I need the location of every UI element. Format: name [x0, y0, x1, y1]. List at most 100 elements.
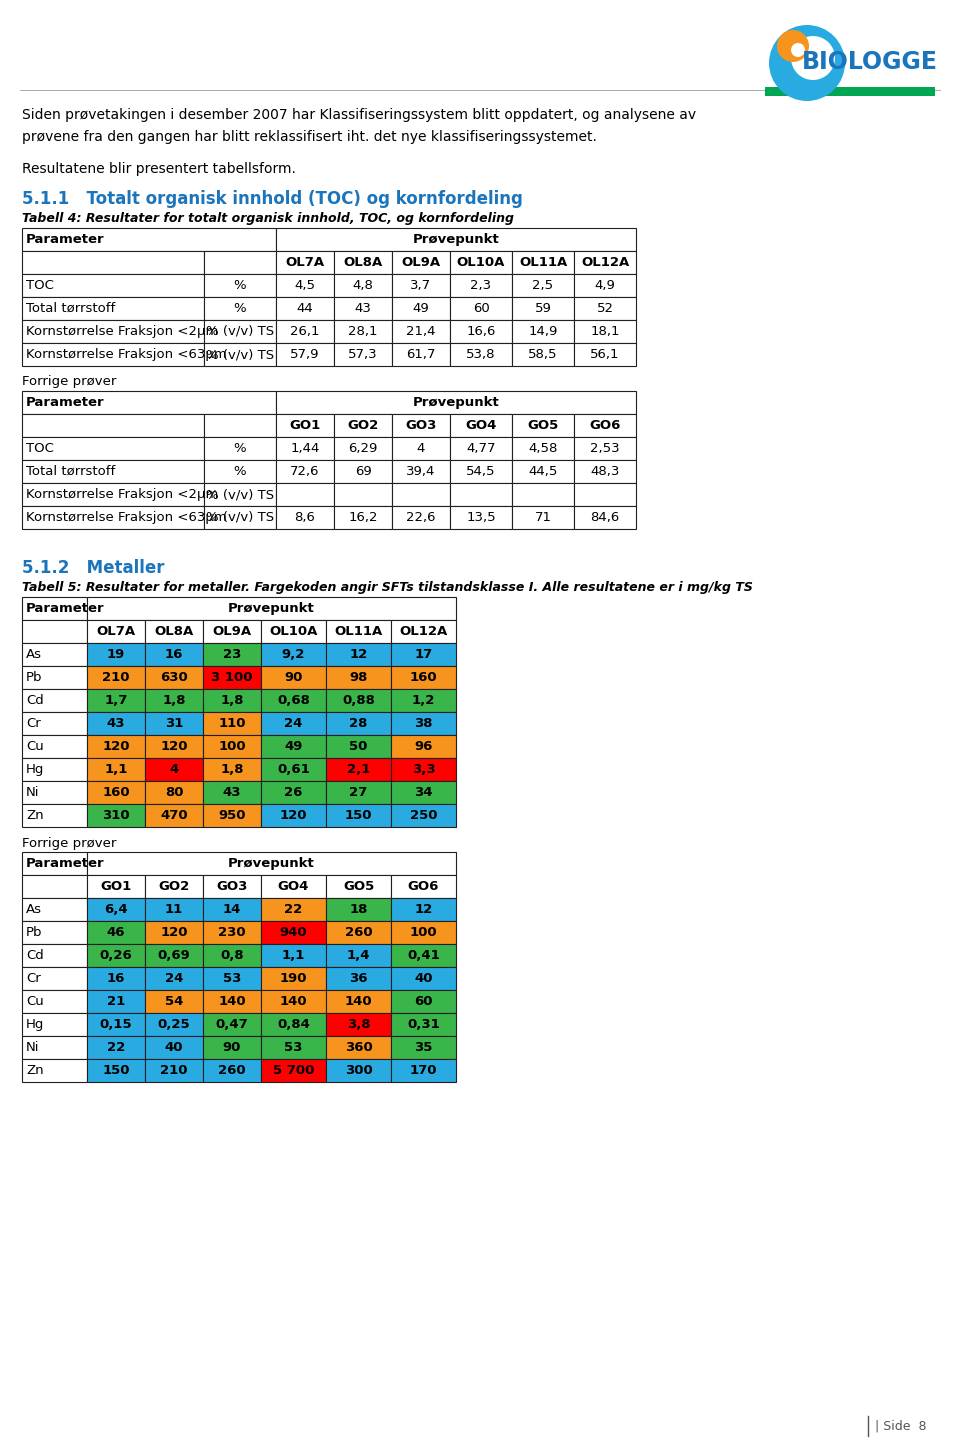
Text: % (v/v) TS: % (v/v) TS	[206, 487, 274, 500]
Bar	[326, 875, 391, 898]
Bar	[276, 414, 334, 437]
Bar	[392, 506, 450, 529]
Bar	[22, 460, 204, 483]
Text: 24: 24	[284, 717, 302, 730]
Text: 53: 53	[223, 972, 241, 985]
Text: 4,5: 4,5	[295, 279, 316, 292]
Bar	[22, 898, 87, 921]
Bar	[391, 667, 456, 688]
Text: 57,3: 57,3	[348, 348, 378, 362]
Text: GO6: GO6	[408, 881, 439, 894]
Bar	[22, 688, 87, 711]
Text: 140: 140	[279, 995, 307, 1008]
Text: OL8A: OL8A	[344, 256, 383, 269]
Bar	[574, 343, 636, 366]
Bar	[87, 688, 145, 711]
Text: % (v/v) TS: % (v/v) TS	[206, 348, 274, 362]
Bar	[22, 320, 204, 343]
Bar	[204, 437, 276, 460]
Text: 54,5: 54,5	[467, 466, 495, 479]
Bar	[204, 506, 276, 529]
Bar	[512, 252, 574, 273]
Bar	[276, 437, 334, 460]
Bar	[574, 506, 636, 529]
Text: OL12A: OL12A	[581, 256, 629, 269]
Text: 0,8: 0,8	[220, 949, 244, 962]
Text: 52: 52	[596, 302, 613, 315]
Bar	[276, 252, 334, 273]
Text: Prøvepunkt: Prøvepunkt	[413, 233, 499, 246]
Bar	[203, 1058, 261, 1082]
Text: 100: 100	[410, 925, 438, 938]
Bar	[276, 228, 636, 252]
Text: 12: 12	[349, 648, 368, 661]
Bar	[261, 620, 326, 643]
Bar	[203, 781, 261, 804]
Bar	[326, 667, 391, 688]
Text: 120: 120	[160, 740, 188, 753]
Text: Prøvepunkt: Prøvepunkt	[228, 602, 315, 615]
Bar	[22, 437, 204, 460]
Text: 3,8: 3,8	[347, 1018, 371, 1031]
Text: 60: 60	[472, 302, 490, 315]
Text: OL11A: OL11A	[518, 256, 567, 269]
Text: 5 700: 5 700	[273, 1064, 314, 1077]
Text: 24: 24	[165, 972, 183, 985]
Text: 36: 36	[349, 972, 368, 985]
Text: 27: 27	[349, 787, 368, 800]
Text: Total tørrstoff: Total tørrstoff	[26, 302, 115, 315]
Bar	[391, 921, 456, 944]
Text: Kornstørrelse Fraksjon <63μm: Kornstørrelse Fraksjon <63μm	[26, 348, 227, 362]
Text: 18,1: 18,1	[590, 325, 620, 338]
Bar	[326, 1058, 391, 1082]
Text: OL12A: OL12A	[399, 625, 447, 638]
Bar	[326, 921, 391, 944]
Text: Cr: Cr	[26, 717, 40, 730]
Bar	[450, 273, 512, 296]
Bar	[87, 1035, 145, 1058]
Bar	[145, 967, 203, 991]
Text: Kornstørrelse Fraksjon <2μm: Kornstørrelse Fraksjon <2μm	[26, 487, 218, 500]
Text: 140: 140	[218, 995, 246, 1008]
Text: 0,15: 0,15	[100, 1018, 132, 1031]
Text: 53,8: 53,8	[467, 348, 495, 362]
Bar	[574, 273, 636, 296]
Bar	[450, 320, 512, 343]
Text: 260: 260	[345, 925, 372, 938]
Bar	[87, 804, 145, 827]
Bar	[22, 991, 87, 1014]
Text: 14,9: 14,9	[528, 325, 558, 338]
Text: Tabell 5: Resultater for metaller. Fargekoden angir SFTs tilstandsklasse I. Alle: Tabell 5: Resultater for metaller. Farge…	[22, 581, 753, 594]
Text: % (v/v) TS: % (v/v) TS	[206, 325, 274, 338]
Bar	[261, 643, 326, 667]
Bar	[203, 967, 261, 991]
Text: BIOLOGGE: BIOLOGGE	[802, 51, 938, 74]
Text: 4,8: 4,8	[352, 279, 373, 292]
Text: As: As	[26, 648, 42, 661]
Bar	[203, 711, 261, 735]
Text: 0,41: 0,41	[407, 949, 440, 962]
Text: GO3: GO3	[216, 881, 248, 894]
Text: 71: 71	[535, 510, 551, 523]
Text: 0,68: 0,68	[277, 694, 310, 707]
Bar	[391, 967, 456, 991]
Text: 170: 170	[410, 1064, 437, 1077]
Bar	[450, 296, 512, 320]
Bar	[22, 483, 204, 506]
Bar	[334, 483, 392, 506]
Bar	[22, 506, 204, 529]
Bar	[87, 921, 145, 944]
Bar	[22, 804, 87, 827]
Text: 160: 160	[410, 671, 438, 684]
Bar	[574, 460, 636, 483]
Bar	[276, 296, 334, 320]
Text: 28,1: 28,1	[348, 325, 377, 338]
Text: 43: 43	[354, 302, 372, 315]
Bar	[261, 1014, 326, 1035]
Text: GO1: GO1	[289, 419, 321, 432]
Bar	[261, 758, 326, 781]
Bar	[203, 875, 261, 898]
Bar	[574, 320, 636, 343]
Bar	[145, 1035, 203, 1058]
Bar	[391, 875, 456, 898]
